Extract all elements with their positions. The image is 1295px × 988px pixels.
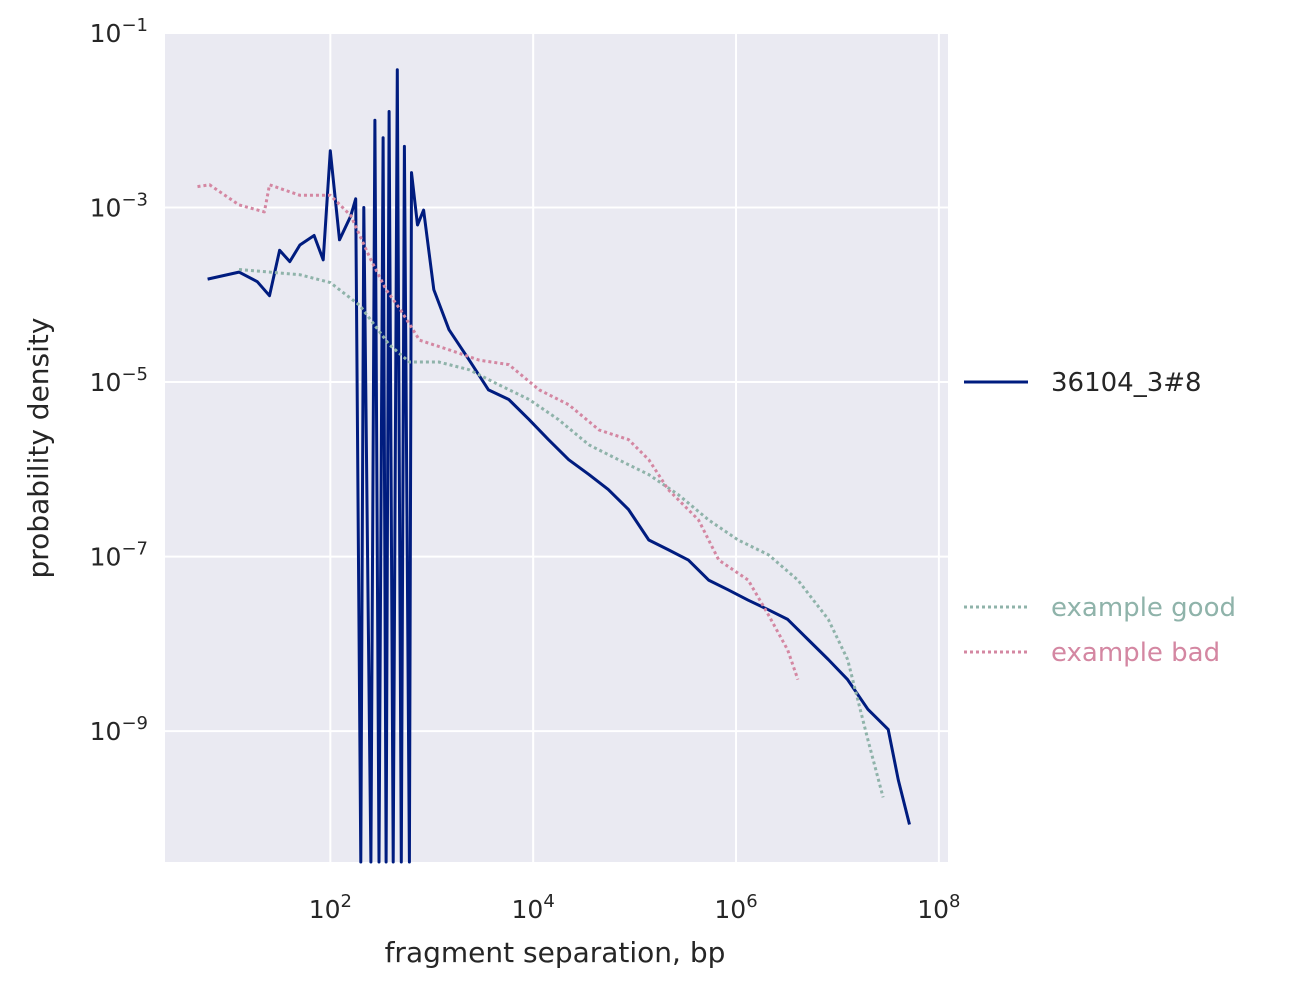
x-tick-label: 104 (512, 891, 555, 924)
y-tick-label: 10−5 (90, 364, 148, 397)
y-axis-label: probability density (22, 318, 55, 579)
tick-labels: 102 104 106 108 10−1 10−3 10−5 10−7 10−9 (90, 15, 961, 924)
y-tick-label: 10−3 (90, 190, 148, 223)
series-line-0 (207, 68, 911, 864)
x-tick-label: 102 (309, 891, 352, 924)
y-tick-label: 10−9 (90, 713, 148, 746)
legend-label: example bad (1051, 638, 1220, 668)
x-tick-label: 106 (714, 891, 757, 924)
x-axis-label: fragment separation, bp (385, 936, 726, 969)
y-tick-label: 10−7 (90, 539, 148, 572)
series-line-2 (197, 183, 800, 681)
series-line-1 (238, 268, 885, 798)
legend-label: example good (1051, 593, 1236, 623)
series-group (197, 68, 911, 864)
x-tick-label: 108 (917, 891, 960, 924)
legend-label: 36104_3#8 (1051, 368, 1202, 398)
y-tick-label: 10−1 (90, 15, 148, 48)
